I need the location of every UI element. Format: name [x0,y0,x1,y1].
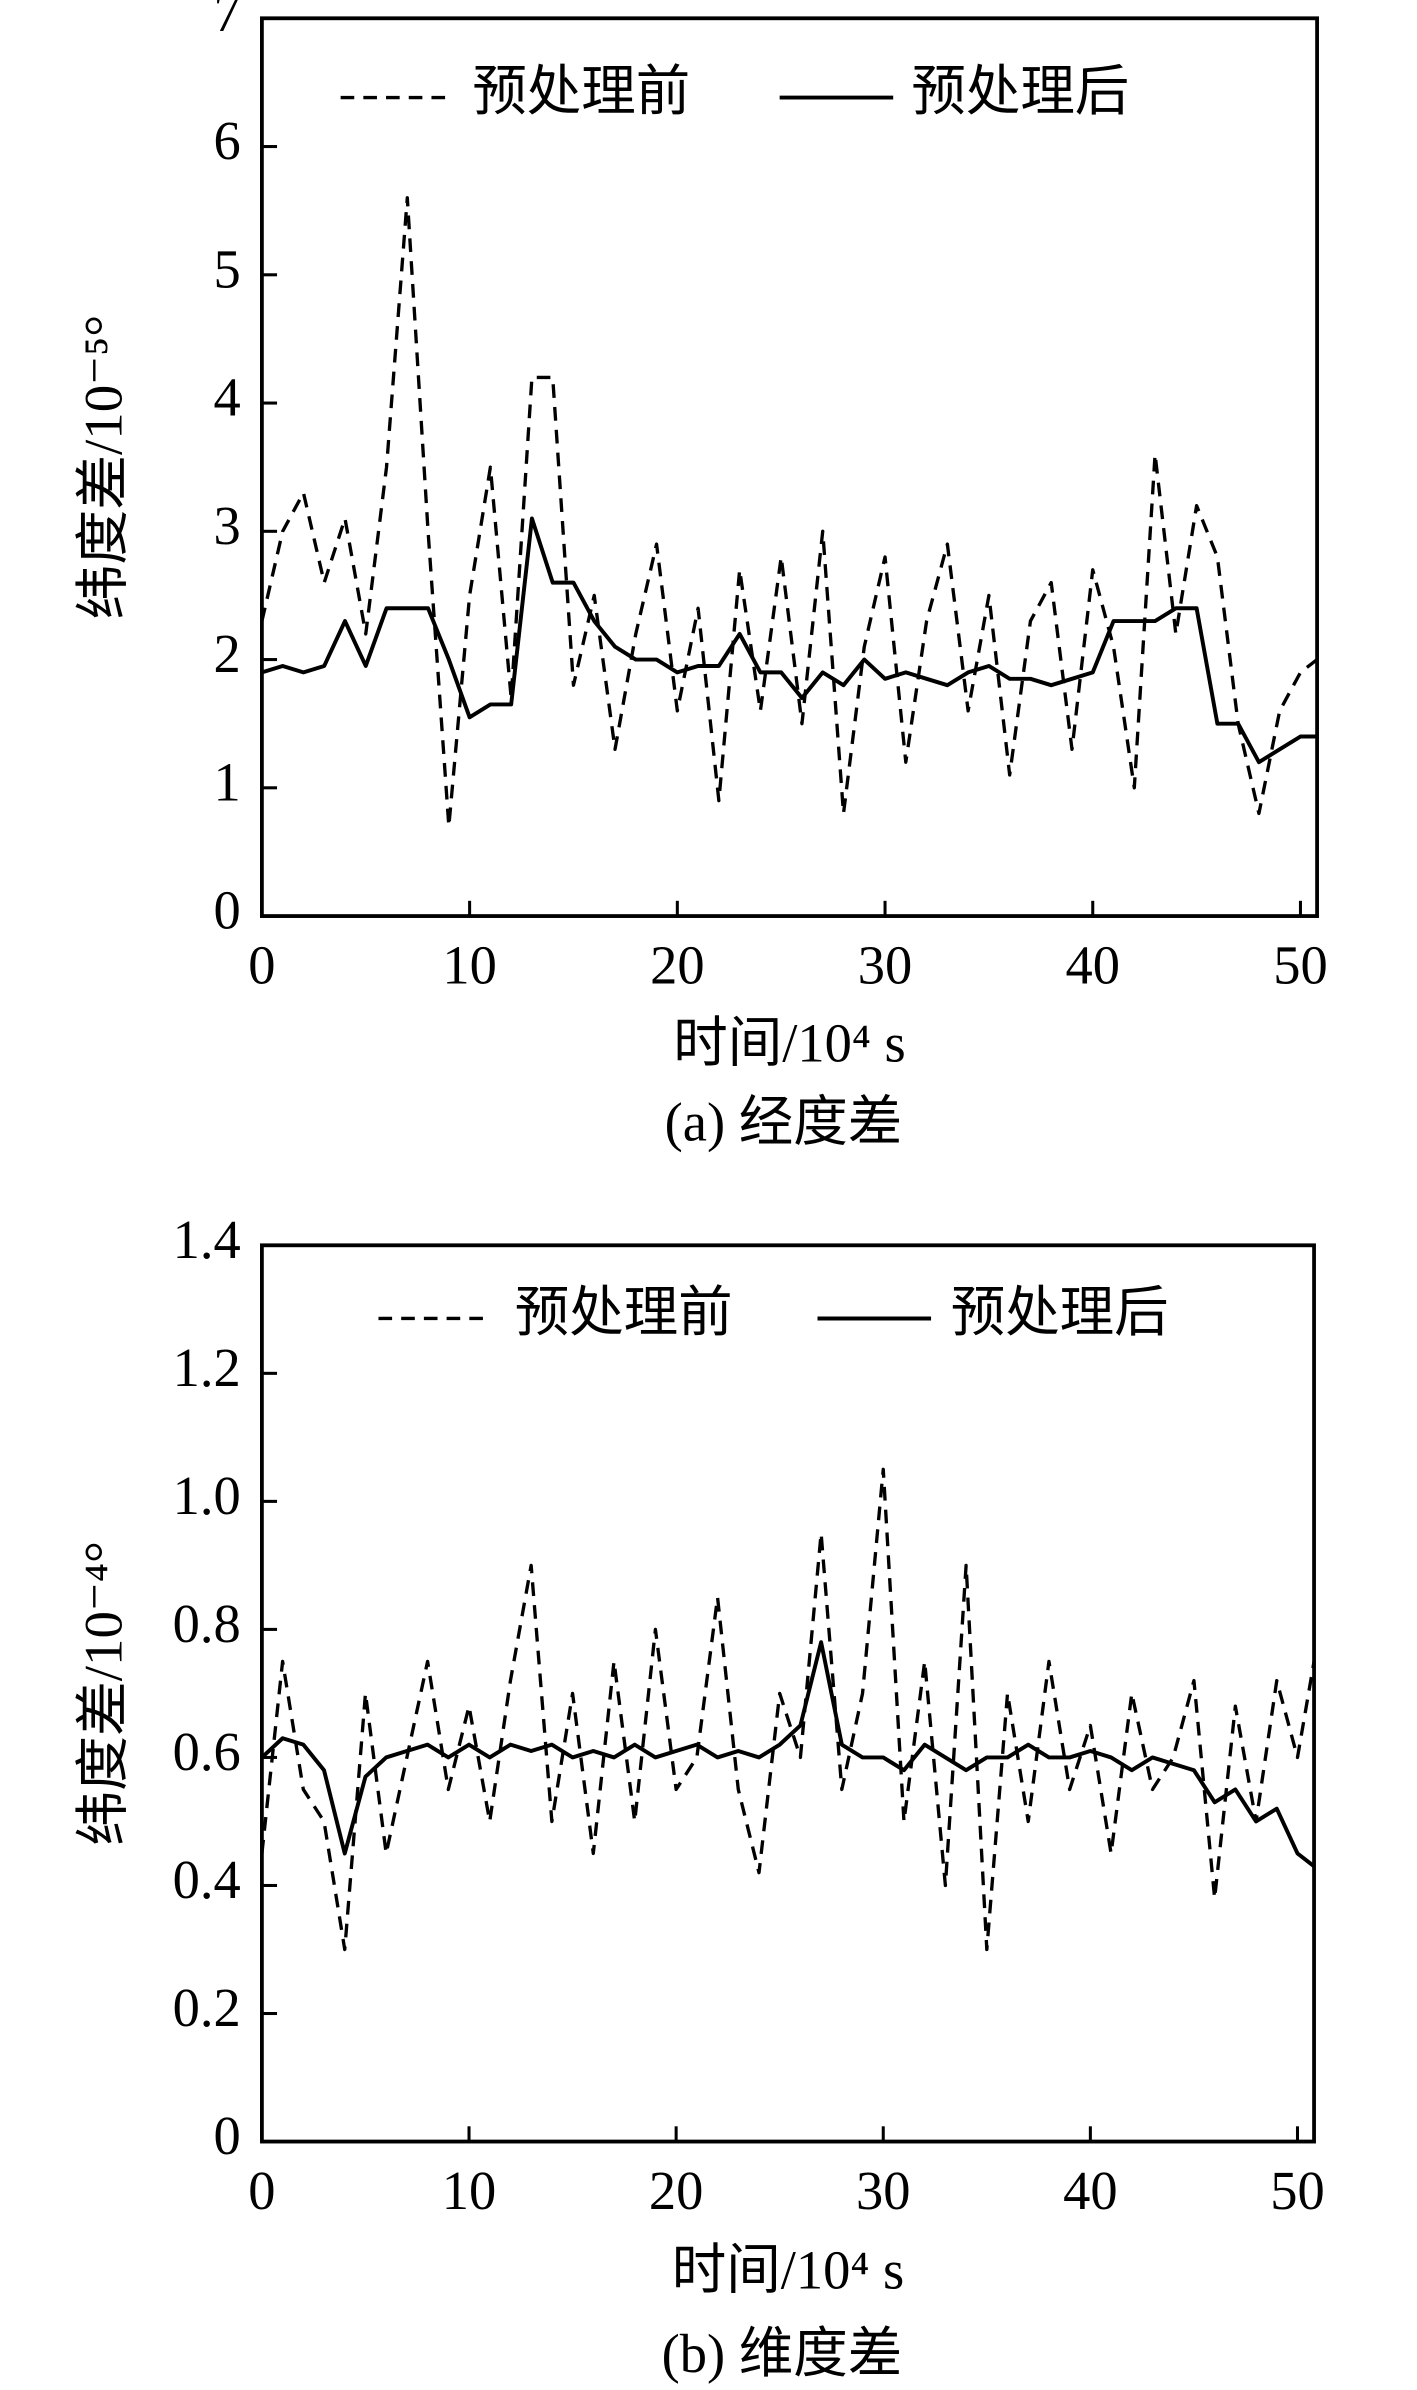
caption: (a) 经度差 [665,1091,903,1152]
caption: (b) 维度差 [662,2323,903,2384]
y-tick-label: 1.0 [173,1465,241,1526]
y-tick-label: 0 [213,2105,240,2166]
x-tick-label: 0 [248,934,275,995]
legend-label: 预处理前 [472,61,690,122]
y-tick-label: 1 [213,751,240,812]
y-tick-label: 1.4 [173,1209,241,1270]
y-tick-label: 0.2 [173,1977,241,2038]
y-tick-label: 5 [213,238,240,299]
x-tick-label: 0 [248,2160,275,2221]
data-line [260,196,1319,828]
y-axis-label: 纬度差/10⁻⁵° [73,315,134,620]
y-tick-label: 0.8 [173,1593,241,1654]
x-tick-label: 20 [649,2160,703,2221]
x-tick-label: 20 [650,934,704,995]
data-line [261,516,1318,765]
x-tick-label: 50 [1270,2160,1324,2221]
y-tick-label: 4 [213,366,240,427]
legend-label: 预处理后 [951,1282,1169,1343]
x-tick-label: 30 [858,934,912,995]
y-tick-label: 6 [213,110,240,171]
y-tick-label: 3 [213,495,240,556]
y-tick-label: 7 [213,0,240,43]
y-tick-label: 1.2 [173,1337,241,1398]
y-tick-label: 0 [213,879,240,940]
x-tick-label: 10 [442,934,496,995]
data-line [260,1467,1316,1952]
plot-frame [260,1243,1316,2144]
y-tick-label: 0.4 [173,1849,241,1910]
x-tick-label: 40 [1066,934,1120,995]
x-tick-label: 10 [442,2160,496,2221]
x-tick-label: 40 [1063,2160,1117,2221]
y-tick-label: 2 [213,623,240,684]
plot-frame [260,16,1319,918]
data-line [260,1640,1316,1868]
legend-label: 预处理后 [911,61,1129,122]
y-axis-label: 纬度差/10⁻⁴° [73,1541,134,1846]
legend-label: 预处理前 [515,1282,733,1343]
y-tick-label: 0.6 [173,1721,241,1782]
x-tick-label: 50 [1273,934,1327,995]
x-tick-label: 30 [856,2160,910,2221]
x-axis-label: 时间/10⁴ s [673,1012,905,1073]
x-axis-label: 时间/10⁴ s [672,2239,904,2300]
